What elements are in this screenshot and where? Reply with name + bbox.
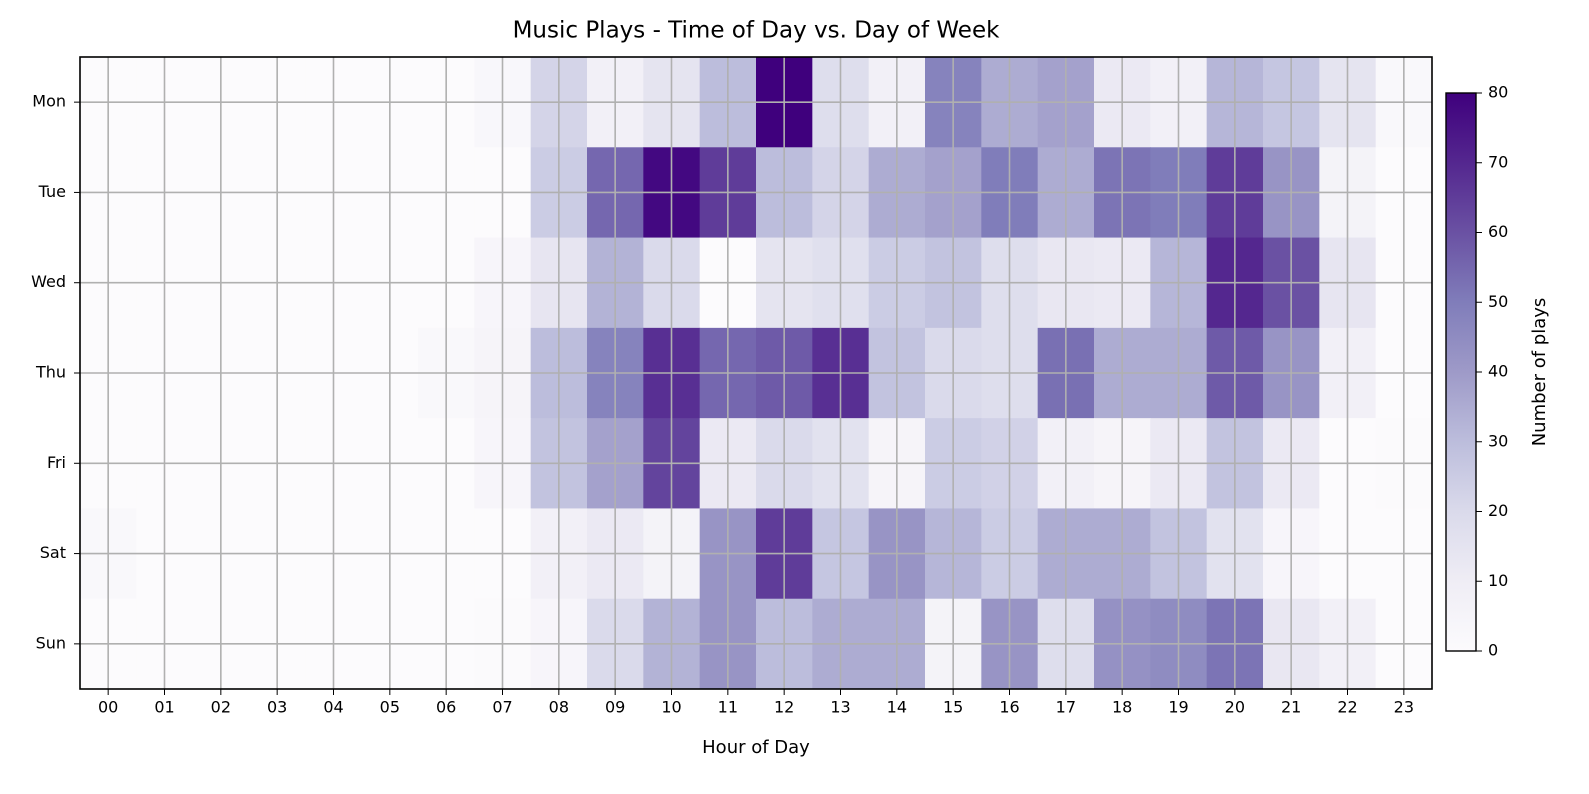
x-tick-label: 18 <box>1112 698 1132 717</box>
x-tick-label: 11 <box>718 698 738 717</box>
x-tick-label: 12 <box>774 698 794 717</box>
y-tick-label: Fri <box>47 453 66 472</box>
x-tick-label: 01 <box>154 698 174 717</box>
colorbar-tick-label: 80 <box>1488 83 1508 102</box>
colorbar <box>1445 92 1477 652</box>
colorbar-tick-label: 40 <box>1488 362 1508 381</box>
x-tick-label: 21 <box>1281 698 1301 717</box>
x-tick-label: 00 <box>98 698 118 717</box>
x-tick-label: 06 <box>436 698 456 717</box>
x-tick-label: 17 <box>1056 698 1076 717</box>
x-tick-label: 05 <box>380 698 400 717</box>
x-tick-label: 08 <box>549 698 569 717</box>
chart-title: Music Plays - Time of Day vs. Day of Wee… <box>513 18 1001 44</box>
y-tick-label: Sun <box>36 633 66 652</box>
y-tick-label: Mon <box>32 92 66 111</box>
x-tick-label: 22 <box>1337 698 1357 717</box>
x-tick-label: 19 <box>1168 698 1188 717</box>
x-tick-label: 16 <box>999 698 1019 717</box>
y-tick-label: Sat <box>40 543 66 562</box>
x-tick-label: 04 <box>323 698 343 717</box>
colorbar-tick-label: 70 <box>1488 152 1508 171</box>
x-tick-label: 10 <box>661 698 681 717</box>
colorbar-tick-label: 20 <box>1488 501 1508 520</box>
x-tick-label: 20 <box>1225 698 1245 717</box>
x-tick-label: 23 <box>1394 698 1414 717</box>
x-tick-label: 09 <box>605 698 625 717</box>
colorbar-tick-label: 60 <box>1488 222 1508 241</box>
x-tick-label: 02 <box>211 698 231 717</box>
x-tick-label: 03 <box>267 698 287 717</box>
y-tick-label: Thu <box>35 363 66 382</box>
x-tick-label: 13 <box>830 698 850 717</box>
colorbar-tick-label: 50 <box>1488 292 1508 311</box>
colorbar-tick-label: 30 <box>1488 431 1508 450</box>
x-tick-label: 07 <box>492 698 512 717</box>
colorbar-tick-label: 10 <box>1488 571 1508 590</box>
x-tick-label: 15 <box>943 698 963 717</box>
y-tick-label: Tue <box>38 182 66 201</box>
colorbar-label: Number of plays <box>1529 298 1550 447</box>
x-tick-label: 14 <box>887 698 907 717</box>
y-tick-label: Wed <box>31 272 66 291</box>
colorbar-tick-label: 0 <box>1488 641 1498 660</box>
plot-frame <box>79 56 1433 690</box>
x-axis-label: Hour of Day <box>702 737 810 758</box>
